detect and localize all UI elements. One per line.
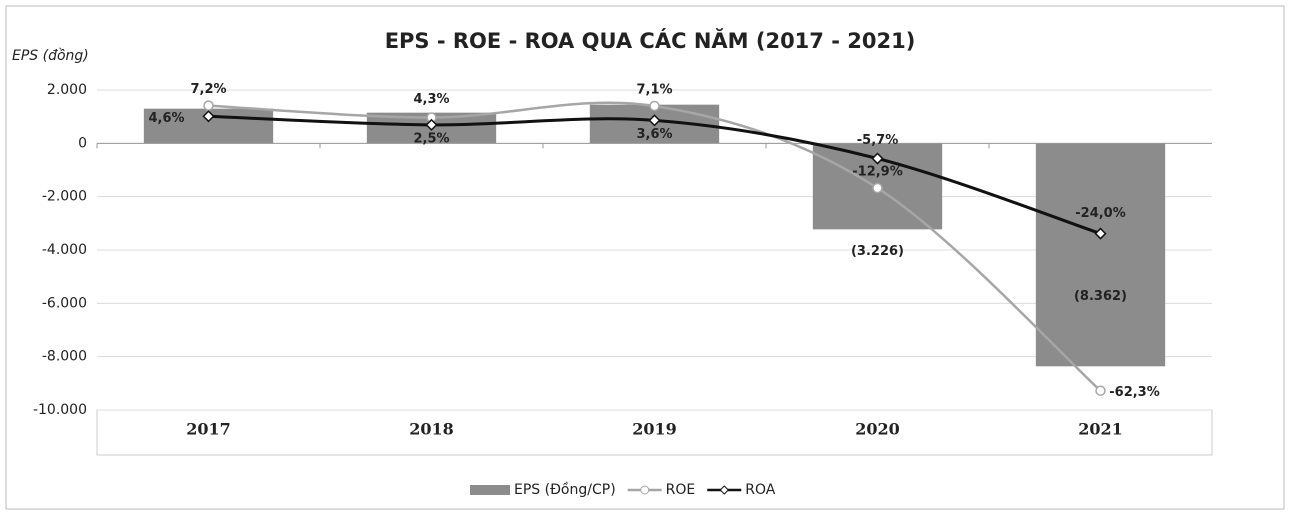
data-label: 4,6% [148, 111, 184, 126]
legend-label: ROA [745, 482, 776, 498]
marker [649, 100, 660, 112]
y-tick-label: 2.000 [47, 82, 87, 98]
x-tick-label: 2021 [1078, 420, 1123, 439]
y-tick-label: -4.000 [42, 242, 87, 258]
line [208, 101, 1102, 392]
data-label: (3.226) [851, 244, 904, 259]
data-label: -5,7% [857, 133, 898, 148]
y-tick-label: -8.000 [42, 349, 87, 365]
marker [1094, 227, 1107, 240]
data-label: (8.362) [1074, 289, 1127, 304]
data-label: -62,3% [1109, 385, 1160, 400]
marker [648, 114, 661, 127]
marker [1095, 385, 1106, 396]
legend-label: ROE [666, 482, 696, 498]
marker [203, 100, 214, 111]
marker [871, 152, 884, 165]
legend-swatch [470, 485, 510, 495]
legend-marker [719, 485, 729, 495]
data-label: 2,5% [413, 131, 449, 146]
marker [872, 182, 883, 194]
data-label: -12,9% [852, 165, 903, 180]
x-tick-label: 2018 [409, 420, 454, 439]
y-tick-label: 0 [78, 135, 87, 151]
data-label: 3,6% [636, 127, 672, 142]
marker [202, 110, 215, 123]
bar [1035, 143, 1166, 367]
legend-marker [640, 485, 650, 495]
x-tick-label: 2017 [186, 420, 231, 439]
y-tick-label: -2.000 [42, 189, 87, 205]
data-label: 4,3% [413, 92, 449, 107]
legend-label: EPS (Đồng/CP) [514, 481, 616, 498]
data-label: -24,0% [1075, 206, 1126, 221]
data-label: 7,2% [190, 82, 226, 97]
x-tick-label: 2020 [855, 420, 900, 439]
y-tick-label: -10.000 [33, 402, 87, 418]
data-label: 7,1% [636, 83, 672, 98]
y-axis-label: EPS (đồng) [12, 47, 89, 64]
marker [425, 118, 438, 131]
chart-title: EPS - ROE - ROA QUA CÁC NĂM (2017 - 2021… [385, 28, 916, 53]
x-tick-label: 2019 [632, 420, 677, 439]
y-tick-label: -6.000 [42, 295, 87, 311]
